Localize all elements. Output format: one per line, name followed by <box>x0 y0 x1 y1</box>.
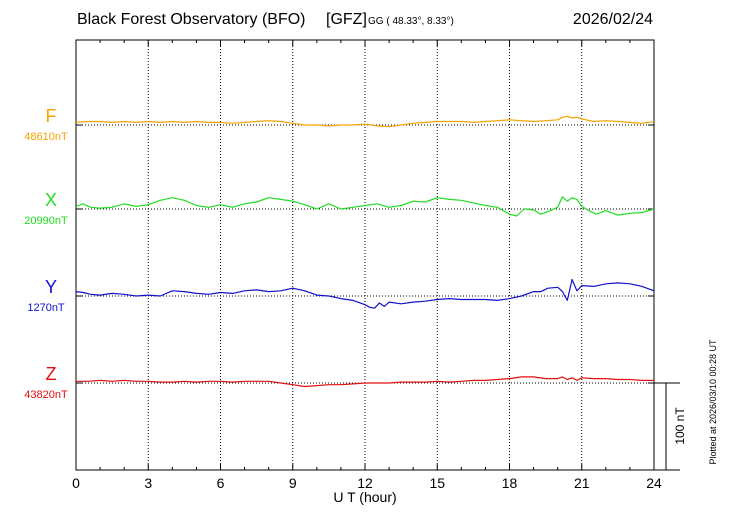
series-line-x <box>75 196 655 217</box>
x-tick-label: 0 <box>72 475 80 491</box>
x-tick-label: 24 <box>646 475 662 491</box>
series-baseline-z: 43820nT <box>24 389 68 401</box>
chart-coords: GG ( 48.33°, 8.33°) <box>368 16 454 27</box>
vertical-grid <box>147 40 583 470</box>
series-name-y: Y <box>45 277 57 297</box>
series-line-y <box>75 278 655 309</box>
series-name-x: X <box>45 190 57 210</box>
x-tick-label: 15 <box>429 475 445 491</box>
series-name-f: F <box>46 106 57 126</box>
x-tick-label: 6 <box>217 475 225 491</box>
x-axis-label: U T (hour) <box>333 489 396 505</box>
series-lines <box>75 115 655 388</box>
chart-date: 2026/02/24 <box>573 11 653 28</box>
x-tick-label: 9 <box>289 475 297 491</box>
x-tick-label: 18 <box>502 475 518 491</box>
series-baseline-x: 20990nT <box>24 215 68 227</box>
series-line-f <box>75 115 655 128</box>
series-baseline-y: 1270nT <box>27 302 65 314</box>
x-axis-ticks: 0 3 6 9 12 15 18 21 24 <box>72 40 662 491</box>
x-tick-label: 3 <box>144 475 152 491</box>
series-line-z <box>76 376 654 388</box>
series-name-z: Z <box>46 364 57 384</box>
plotted-timestamp: Plotted at 2026/03/10 00:28 UT <box>708 339 718 465</box>
scale-bar-label: 100 nT <box>673 407 687 445</box>
series-baseline-f: 48610nT <box>24 131 68 143</box>
x-tick-label: 21 <box>574 475 590 491</box>
chart-source: [GFZ] <box>326 11 367 28</box>
x-tick-label: 12 <box>357 475 373 491</box>
series-labels: F 48610nT X 20990nT Y 1270nT Z 43820nT <box>24 106 68 401</box>
scale-bar <box>654 382 680 471</box>
plot-frame <box>75 39 655 471</box>
chart-title: Black Forest Observatory (BFO) <box>77 11 306 28</box>
